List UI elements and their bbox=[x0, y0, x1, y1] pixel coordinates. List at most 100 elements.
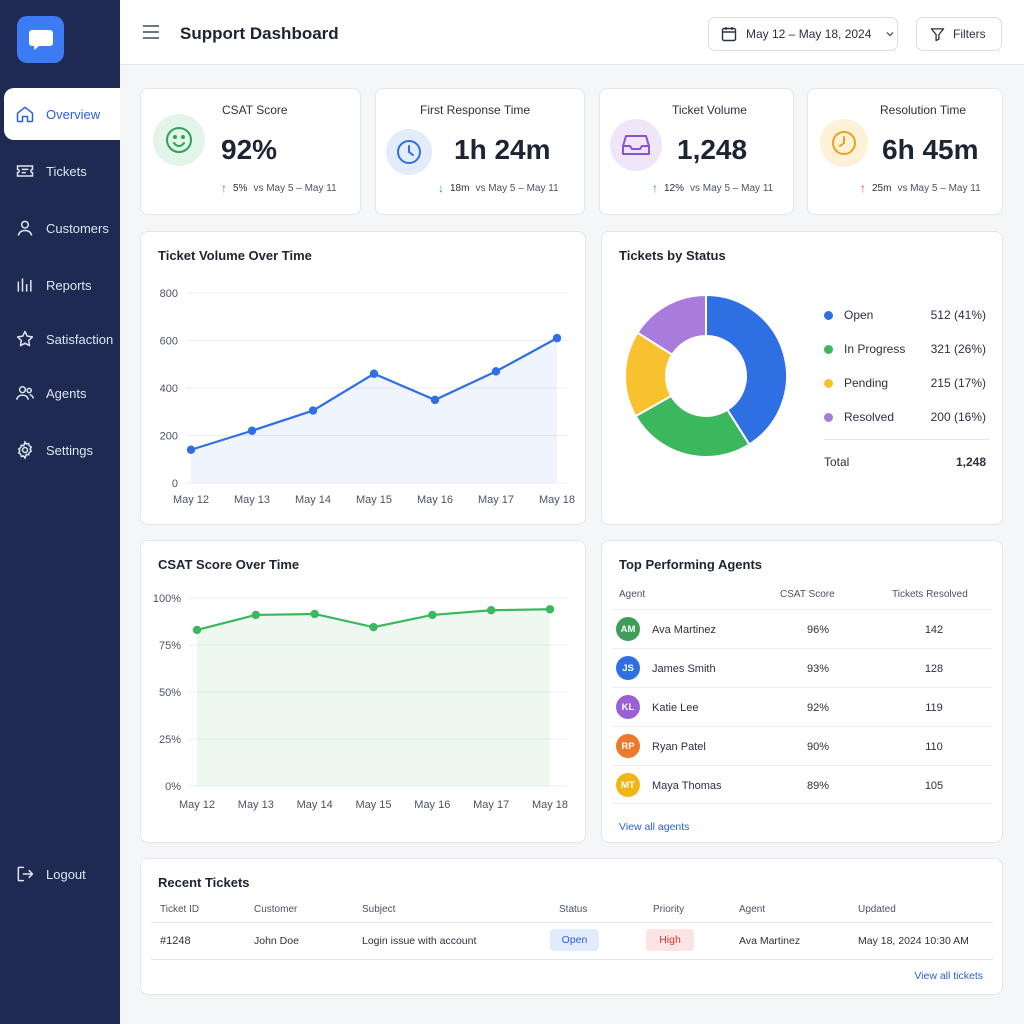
kpi-delta: ↓ 18m vs May 5 – May 11 bbox=[438, 181, 559, 195]
app-logo[interactable] bbox=[17, 16, 64, 63]
sidebar-item-label: Tickets bbox=[46, 163, 87, 179]
data-point bbox=[486, 606, 496, 615]
x-tick-label: May 16 bbox=[417, 494, 453, 506]
agent-tickets: 105 bbox=[924, 780, 944, 792]
clock-icon bbox=[386, 129, 432, 175]
data-point bbox=[545, 605, 555, 614]
column-header-priority: Priority bbox=[653, 904, 685, 915]
arrow-down-icon: ↓ bbox=[438, 181, 444, 195]
sidebar: Overview Tickets Customers Reports Satis… bbox=[0, 0, 120, 1024]
x-tick-label: May 18 bbox=[539, 494, 575, 506]
timer-icon bbox=[820, 119, 868, 167]
star-icon bbox=[16, 330, 34, 347]
y-tick-label: 100% bbox=[153, 593, 181, 605]
ticket-id-link[interactable]: #1248 bbox=[160, 935, 191, 947]
kpi-value: 1,248 bbox=[677, 134, 748, 165]
home-icon bbox=[16, 106, 34, 123]
sidebar-item-settings[interactable]: Settings bbox=[4, 424, 120, 476]
kpi-title: CSAT Score bbox=[222, 103, 288, 117]
legend-name: Resolved bbox=[844, 410, 895, 424]
filters-button[interactable]: Filters bbox=[916, 17, 1002, 51]
table-row[interactable]: AM Ava Martinez 96% 142 bbox=[612, 609, 992, 648]
kpi-value: 92% bbox=[221, 134, 278, 165]
kpi-title: First Response Time bbox=[420, 103, 531, 117]
arrow-up-icon: ↑ bbox=[652, 181, 658, 195]
divider bbox=[824, 439, 990, 440]
ticket-subject[interactable]: Login issue with account bbox=[362, 935, 477, 947]
x-tick-label: May 15 bbox=[356, 494, 392, 506]
legend-name: Open bbox=[844, 308, 874, 322]
users-icon bbox=[15, 386, 35, 400]
legend-row-resolved: Resolved 200 (16%) bbox=[824, 407, 986, 427]
area-fill bbox=[191, 338, 557, 483]
legend-value: 215 (17%) bbox=[930, 376, 986, 390]
sidebar-item-label: Overview bbox=[46, 106, 101, 122]
tickets-by-status-card: Tickets by Status Open 512 (41%) In Prog… bbox=[601, 231, 1003, 525]
sidebar-item-label: Customers bbox=[46, 220, 109, 236]
y-tick-label: 25% bbox=[159, 734, 181, 746]
x-tick-label: May 12 bbox=[179, 799, 215, 811]
data-point bbox=[186, 445, 196, 454]
kpi-card-ticket-volume: Ticket Volume 1,248 ↑ 12% vs May 5 – May… bbox=[599, 88, 794, 215]
table-row[interactable]: MT Maya Thomas 89% 105 bbox=[612, 765, 992, 804]
y-tick-label: 800 bbox=[160, 288, 178, 300]
divider bbox=[151, 959, 993, 960]
data-point bbox=[369, 622, 378, 632]
ticket-updated: May 18, 2024 10:30 AM bbox=[858, 935, 969, 947]
agent-name: James Smith bbox=[652, 663, 716, 675]
top-header: Support Dashboard May 12 – May 18, 2024 … bbox=[120, 0, 1024, 65]
x-tick-label: May 16 bbox=[414, 799, 450, 811]
x-tick-label: May 14 bbox=[297, 799, 333, 811]
ticket-customer: John Doe bbox=[254, 935, 299, 947]
legend-row-pending: Pending 215 (17%) bbox=[824, 373, 986, 393]
view-all-agents-link[interactable]: View all agents bbox=[619, 821, 690, 833]
gear-icon bbox=[17, 440, 33, 460]
sidebar-item-reports[interactable]: Reports bbox=[4, 259, 120, 311]
legend-dot bbox=[824, 310, 833, 320]
kpi-delta-compare: vs May 5 – May 11 bbox=[897, 182, 981, 194]
logout-button[interactable]: Logout bbox=[4, 848, 120, 900]
avatar: AM bbox=[616, 617, 640, 641]
data-point bbox=[247, 426, 257, 435]
avatar: KL bbox=[616, 695, 640, 719]
kpi-delta-compare: vs May 5 – May 11 bbox=[690, 182, 774, 194]
kpi-delta-compare: vs May 5 – May 11 bbox=[475, 182, 559, 194]
sidebar-item-customers[interactable]: Customers bbox=[4, 202, 120, 254]
agent-csat: 90% bbox=[806, 741, 830, 753]
data-point bbox=[552, 333, 562, 343]
calendar-icon bbox=[721, 27, 737, 42]
status-badge: Open bbox=[550, 929, 599, 951]
smile-icon bbox=[153, 114, 205, 166]
sidebar-item-label: Agents bbox=[46, 385, 87, 401]
y-tick-label: 50% bbox=[159, 687, 181, 699]
legend-dot bbox=[824, 344, 833, 354]
x-tick-label: May 12 bbox=[173, 494, 209, 506]
total-label: Total bbox=[824, 455, 850, 469]
column-header-agent: Agent bbox=[619, 589, 646, 600]
csat-over-time-card: CSAT Score Over Time 0% 25% 50% 75% 100% May … bbox=[140, 540, 586, 843]
view-all-tickets-link[interactable]: View all tickets bbox=[914, 970, 983, 982]
sidebar-item-satisfaction[interactable]: Satisfaction bbox=[4, 313, 120, 365]
y-tick-label: 0 bbox=[172, 478, 178, 490]
agent-csat: 92% bbox=[806, 702, 830, 714]
legend-dot bbox=[824, 412, 833, 422]
y-tick-label: 400 bbox=[160, 383, 178, 395]
kpi-card-resolution-time: Resolution Time 6h 45m ↑ 25m vs May 5 – … bbox=[807, 88, 1003, 215]
ticket-volume-card: Ticket Volume Over Time 0 200 400 600 800 May… bbox=[140, 231, 586, 525]
date-range-picker[interactable]: May 12 – May 18, 2024 bbox=[708, 17, 898, 51]
table-row[interactable]: RP Ryan Patel 90% 110 bbox=[612, 726, 992, 765]
sidebar-item-overview[interactable]: Overview bbox=[4, 88, 120, 140]
kpi-title: Resolution Time bbox=[880, 103, 967, 117]
hamburger-menu-icon[interactable] bbox=[142, 24, 160, 40]
table-row[interactable]: JS James Smith 93% 128 bbox=[612, 648, 992, 687]
data-point bbox=[491, 367, 501, 376]
donut-slice-resolved bbox=[636, 293, 707, 357]
sidebar-item-tickets[interactable]: Tickets bbox=[4, 145, 120, 197]
sidebar-item-agents[interactable]: Agents bbox=[4, 367, 120, 419]
x-tick-label: May 15 bbox=[355, 799, 391, 811]
kpi-card-first-response: First Response Time 1h 24m ↓ 18m vs May … bbox=[375, 88, 585, 215]
table-row[interactable]: KL Katie Lee 92% 119 bbox=[612, 687, 992, 726]
column-header-ticket-id: Ticket ID bbox=[160, 904, 200, 915]
agent-tickets: 119 bbox=[925, 702, 943, 714]
y-tick-label: 600 bbox=[160, 336, 178, 348]
